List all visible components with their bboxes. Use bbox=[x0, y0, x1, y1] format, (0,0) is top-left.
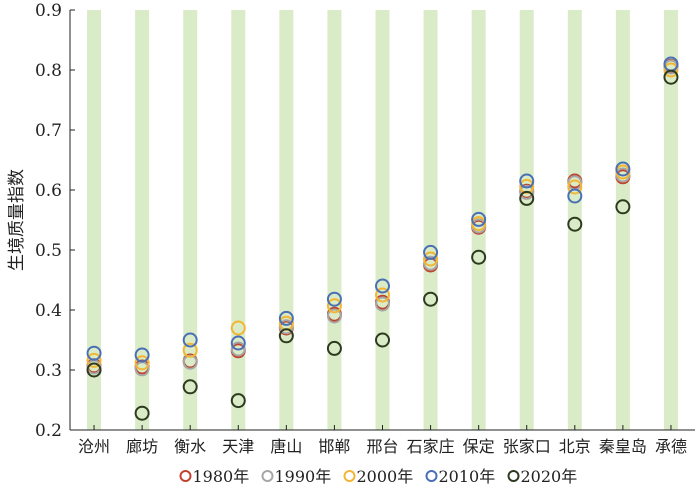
category-band bbox=[423, 10, 438, 430]
category-band bbox=[231, 10, 246, 430]
x-tick-label: 邯郸 bbox=[318, 437, 350, 456]
category-band bbox=[615, 10, 630, 430]
data-point bbox=[230, 320, 246, 336]
y-tick-label: 0.9 bbox=[35, 1, 62, 21]
data-point bbox=[615, 199, 631, 215]
category-band bbox=[279, 10, 294, 430]
category-band bbox=[567, 10, 582, 430]
data-point bbox=[375, 296, 390, 312]
data-point bbox=[471, 211, 487, 227]
y-axis-title: 生境质量指数 bbox=[7, 169, 27, 271]
legend-label: 2020年 bbox=[521, 467, 578, 486]
x-tick-label: 保定 bbox=[463, 437, 495, 456]
data-point bbox=[471, 216, 487, 232]
data-point bbox=[663, 69, 679, 85]
category-band bbox=[663, 10, 678, 430]
data-point bbox=[423, 291, 439, 307]
data-point bbox=[230, 341, 246, 357]
data-point bbox=[326, 340, 342, 356]
x-tick-label: 北京 bbox=[559, 437, 591, 456]
y-tick-label: 0.5 bbox=[35, 241, 62, 261]
data-point bbox=[278, 310, 294, 326]
x-tick-label: 秦皇岛 bbox=[599, 437, 647, 456]
data-point bbox=[519, 190, 535, 206]
y-tick-label: 0.7 bbox=[35, 121, 62, 141]
legend-label: 2010年 bbox=[439, 467, 496, 486]
x-tick-labels: 沧州 廊坊 衡水 天津 唐山 邯郸 邢台 石家庄 保定 张家口 北京 秦皇岛 承德 bbox=[78, 437, 687, 456]
legend: 1980年 1990年 2000年 2010年 2020年 bbox=[179, 467, 578, 486]
data-point bbox=[230, 393, 246, 409]
y-tick-label: 0.4 bbox=[35, 301, 62, 321]
data-point bbox=[423, 255, 439, 271]
axes bbox=[69, 9, 695, 431]
data-point bbox=[615, 161, 631, 177]
x-tick-label: 唐山 bbox=[270, 437, 302, 456]
data-point bbox=[182, 342, 198, 358]
x-tick-label: 石家庄 bbox=[407, 437, 455, 456]
y-tick-label: 0.2 bbox=[35, 421, 62, 441]
category-band bbox=[87, 10, 102, 430]
legend-label: 1980年 bbox=[193, 467, 250, 486]
category-band bbox=[519, 10, 534, 430]
data-point bbox=[423, 244, 439, 260]
x-tick-label: 承德 bbox=[655, 437, 687, 456]
data-point bbox=[278, 328, 294, 344]
legend-label: 1990年 bbox=[275, 467, 332, 486]
legend-marker bbox=[343, 470, 356, 482]
data-point bbox=[86, 345, 102, 361]
data-point bbox=[230, 335, 246, 351]
category-band bbox=[327, 10, 342, 430]
data-point bbox=[375, 332, 390, 348]
legend-marker bbox=[507, 470, 520, 482]
category-band bbox=[183, 10, 198, 430]
x-tick-label: 廊坊 bbox=[126, 437, 158, 456]
data-point bbox=[134, 347, 150, 363]
x-tick-label: 邢台 bbox=[366, 437, 398, 456]
data-point bbox=[519, 173, 535, 189]
data-point bbox=[326, 308, 342, 324]
category-band bbox=[375, 10, 390, 430]
y-tick-labels: 0.2 0.3 0.4 0.5 0.6 0.7 0.8 0.9 bbox=[35, 1, 62, 441]
y-tick-label: 0.6 bbox=[35, 181, 62, 201]
x-tick-label: 天津 bbox=[222, 437, 254, 456]
y-tick-label: 0.8 bbox=[35, 61, 62, 81]
legend-marker bbox=[261, 470, 274, 482]
data-point bbox=[519, 184, 535, 200]
x-tick-label: 沧州 bbox=[78, 437, 110, 456]
data-point bbox=[423, 251, 439, 267]
data-point bbox=[326, 298, 342, 314]
legend-marker bbox=[425, 470, 438, 482]
data-points bbox=[86, 56, 679, 421]
data-point bbox=[567, 179, 583, 195]
category-bands bbox=[87, 10, 678, 430]
data-point bbox=[567, 188, 583, 204]
data-point bbox=[471, 249, 487, 265]
x-tick-label: 衡水 bbox=[174, 437, 206, 456]
data-point bbox=[375, 287, 390, 303]
data-point bbox=[567, 216, 583, 232]
x-tick-label: 张家口 bbox=[503, 437, 551, 456]
data-point bbox=[86, 362, 102, 378]
y-tick-label: 0.3 bbox=[35, 361, 62, 381]
data-point bbox=[375, 278, 390, 294]
data-point bbox=[326, 291, 342, 307]
data-point bbox=[134, 355, 150, 371]
data-point bbox=[86, 352, 102, 368]
data-point bbox=[182, 379, 198, 395]
data-point bbox=[663, 62, 679, 78]
data-point bbox=[182, 332, 198, 348]
legend-label: 2000年 bbox=[357, 467, 414, 486]
category-band bbox=[135, 10, 150, 430]
legend-marker bbox=[179, 470, 192, 482]
data-point bbox=[134, 405, 150, 421]
